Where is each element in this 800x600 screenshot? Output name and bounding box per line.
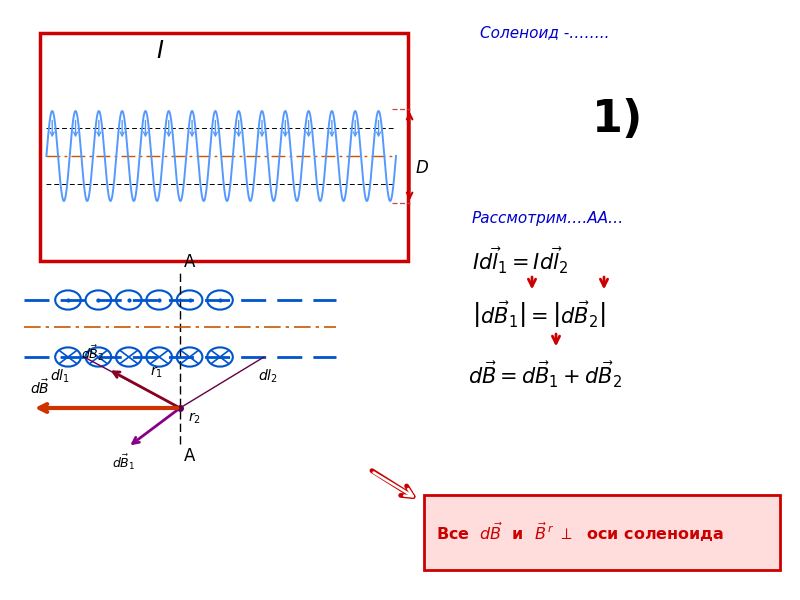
Text: $\left|d\vec{B}_1\right| = \left|d\vec{B}_2\right|$: $\left|d\vec{B}_1\right| = \left|d\vec{B… bbox=[472, 300, 606, 330]
Text: A: A bbox=[184, 253, 195, 271]
Text: Все  $d\vec{B}$  и  $\vec{B}^{\,r}$ $\perp$  оси соленоида: Все $d\vec{B}$ и $\vec{B}^{\,r}$ $\perp$… bbox=[436, 521, 724, 544]
Text: A: A bbox=[184, 447, 195, 465]
Text: D: D bbox=[416, 159, 429, 177]
Text: $r_1$: $r_1$ bbox=[150, 364, 162, 380]
Text: $Id\vec{l}_1 = Id\vec{l}_2$: $Id\vec{l}_1 = Id\vec{l}_2$ bbox=[472, 246, 568, 276]
Text: Соленоид -……..: Соленоид -…….. bbox=[480, 25, 610, 40]
Text: $d\vec{B}_1$: $d\vec{B}_1$ bbox=[112, 453, 136, 472]
FancyBboxPatch shape bbox=[424, 495, 780, 570]
Text: $dl_2$: $dl_2$ bbox=[258, 368, 278, 385]
Text: $d\vec{B}_2$: $d\vec{B}_2$ bbox=[81, 344, 104, 363]
Text: $d\vec{B}$: $d\vec{B}$ bbox=[30, 379, 50, 397]
Text: $d\vec{B} = d\vec{B}_1 + d\vec{B}_2$: $d\vec{B} = d\vec{B}_1 + d\vec{B}_2$ bbox=[468, 360, 622, 390]
Text: Рассмотрим….АА…: Рассмотрим….АА… bbox=[472, 211, 624, 226]
Text: $I$: $I$ bbox=[156, 39, 164, 63]
Text: $dl_1$: $dl_1$ bbox=[50, 368, 70, 385]
Text: $r_2$: $r_2$ bbox=[188, 411, 201, 427]
Bar bbox=[40, 33, 408, 261]
Text: 1): 1) bbox=[592, 98, 643, 142]
